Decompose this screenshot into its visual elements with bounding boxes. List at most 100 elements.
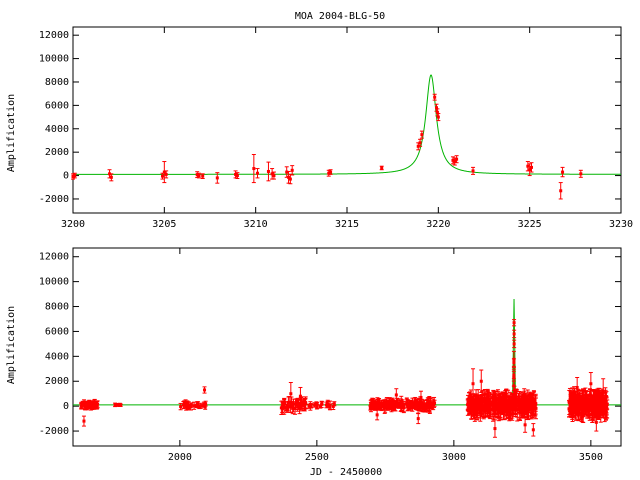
x-tick-label: 3500	[579, 452, 603, 463]
data-point	[479, 369, 484, 393]
data-point	[303, 396, 308, 409]
data-point	[178, 402, 183, 411]
bottom-points	[79, 319, 610, 438]
data-point	[251, 154, 256, 184]
data-point	[109, 173, 114, 182]
data-point	[590, 397, 595, 413]
data-point	[502, 399, 507, 421]
data-point	[560, 166, 565, 178]
data-point	[522, 397, 527, 414]
y-tick-label: 2000	[45, 147, 69, 158]
data-point	[386, 403, 391, 410]
data-point	[491, 398, 496, 412]
data-point	[407, 403, 412, 409]
data-point	[454, 155, 459, 164]
data-point	[436, 113, 441, 122]
y-tick-label: -2000	[39, 194, 69, 205]
data-point	[418, 390, 423, 405]
data-point	[586, 393, 591, 419]
data-point	[472, 399, 477, 415]
x-tick-label: 2500	[305, 452, 329, 463]
data-point	[466, 397, 471, 413]
data-point	[428, 397, 433, 409]
data-point	[595, 396, 600, 409]
data-point	[511, 358, 516, 367]
bottom-model-curve	[73, 299, 621, 406]
y-tick-label: 4000	[45, 124, 69, 135]
data-point	[416, 413, 421, 425]
x-tick-label: 3215	[335, 219, 359, 230]
data-point	[593, 390, 598, 410]
data-point	[584, 397, 589, 409]
y-tick-label: 12000	[39, 252, 69, 263]
data-point	[410, 401, 415, 408]
data-point	[529, 162, 534, 173]
data-point	[432, 396, 437, 408]
data-point	[87, 399, 92, 409]
data-point	[308, 401, 313, 411]
data-point	[405, 399, 410, 412]
data-point	[197, 172, 202, 179]
data-point	[192, 401, 197, 410]
data-point	[423, 405, 428, 411]
data-point	[567, 389, 572, 416]
data-point	[588, 372, 593, 396]
data-point	[425, 399, 430, 408]
data-point	[578, 169, 583, 178]
data-point	[531, 423, 536, 437]
data-point	[483, 394, 488, 412]
data-point	[332, 401, 337, 407]
data-point	[511, 370, 516, 380]
data-point	[588, 399, 593, 412]
chart-title: MOA 2004-BLG-50	[295, 11, 385, 22]
data-point	[523, 416, 528, 433]
data-point	[418, 138, 423, 147]
top-y-axis-label: Amplification	[6, 94, 17, 172]
data-point	[575, 377, 580, 398]
bottom-panel: -2000 0 2000 4000 6000 8000 10000 12000 2000 250…	[6, 247, 622, 478]
y-tick-label: 0	[63, 171, 69, 182]
data-point	[328, 169, 333, 175]
data-point	[500, 405, 505, 415]
data-point	[79, 402, 84, 410]
data-point	[475, 395, 480, 418]
y-tick-label: 6000	[45, 326, 69, 337]
data-point	[525, 398, 530, 416]
data-point	[290, 165, 295, 176]
y-tick-label: 10000	[39, 277, 69, 288]
data-point	[183, 399, 188, 407]
data-point	[235, 172, 240, 179]
data-point	[72, 172, 77, 179]
data-point	[271, 171, 276, 180]
data-point	[570, 395, 575, 413]
x-tick-label: 3210	[244, 219, 268, 230]
data-point	[510, 400, 515, 408]
y-tick-label: 8000	[45, 77, 69, 88]
y-tick-label: 4000	[45, 351, 69, 362]
bottom-y-axis-label: Amplification	[6, 306, 17, 384]
data-point	[488, 392, 493, 418]
data-point	[293, 398, 298, 411]
data-point	[594, 413, 599, 432]
data-point	[118, 403, 123, 407]
data-point	[492, 419, 497, 438]
data-point	[419, 130, 424, 139]
data-point	[471, 166, 476, 175]
data-point	[319, 400, 324, 408]
data-point	[164, 170, 169, 179]
y-tick-label: 10000	[39, 54, 69, 65]
data-point	[512, 385, 517, 395]
data-point	[558, 182, 563, 200]
y-tick-label: 2000	[45, 376, 69, 387]
data-point	[597, 390, 602, 412]
data-point	[511, 395, 516, 401]
data-point	[289, 396, 294, 408]
y-tick-label: -2000	[39, 426, 69, 437]
data-point	[394, 388, 399, 402]
data-point	[298, 386, 303, 406]
data-point	[581, 398, 586, 415]
x-tick-label: 3000	[442, 452, 466, 463]
top-yticks: -2000 0 2000 4000 6000 8000 10000 12000	[39, 30, 621, 205]
